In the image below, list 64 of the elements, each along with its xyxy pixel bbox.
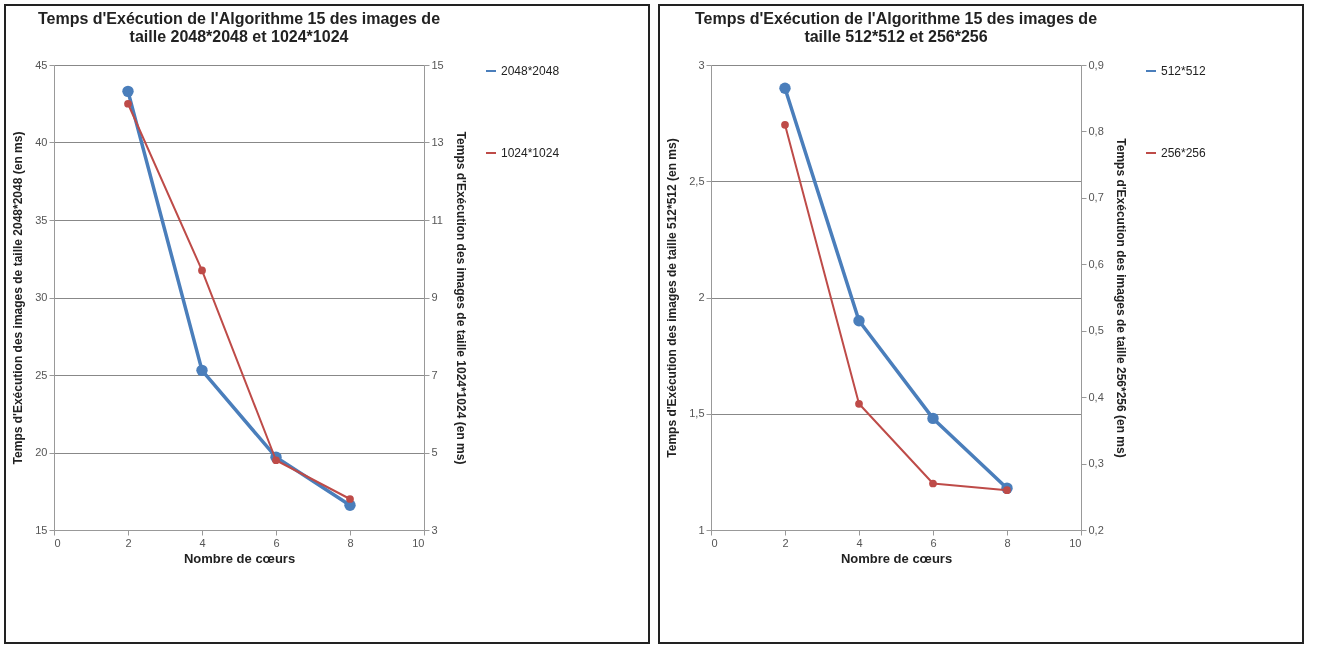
point [272,456,280,465]
legend-label: 256*256 [1161,146,1207,160]
y2-tick-label: 0,3 [1088,457,1104,470]
y-tick-label: 15 [35,523,48,536]
x-tick-label: 8 [347,536,354,549]
y-tick-label: 2,5 [689,174,705,187]
y2-tick-label: 7 [431,368,438,381]
y2-tick-label: 0,2 [1088,523,1104,536]
point [196,364,208,377]
y-tick-label: 45 [35,58,48,71]
y-tick-label: 1 [698,523,705,536]
y-tick-label: 1,5 [689,407,705,420]
y2-tick-label: 15 [431,58,444,71]
point [853,315,865,327]
y2-tick-label: 3 [431,523,438,536]
y2-tick-label: 9 [431,291,438,303]
y-tick-label: 2 [698,291,705,303]
y2-tick-label: 0,7 [1088,191,1104,204]
y-tick-label: 20 [35,446,48,458]
y-tick-label: 25 [35,368,48,381]
y-axis-title: Temps d'Exécution des images de taille 512*512 (en ms) [665,138,680,458]
y2-tick-label: 0,6 [1088,257,1104,270]
legend-label: 1024*1024 [501,146,560,160]
point [346,495,354,503]
x-tick-label: 0 [711,536,718,549]
x-tick-label: 6 [273,536,280,549]
y-tick-label: 30 [35,291,48,303]
x-axis-title: Nombre de cœurs [840,550,953,566]
y2-tick-label: 11 [431,213,443,226]
point [779,82,791,94]
y-tick-label: 3 [698,58,705,71]
x-tick-label: 4 [856,536,863,549]
y2-tick-label: 5 [431,446,438,458]
y2-axis-title: Temps d'Exécution des images de taille 256*256 (en ms) [1113,138,1128,458]
point [781,120,789,129]
x-axis-title: Nombre de cœurs [183,550,296,566]
x-tick-label: 10 [1069,536,1082,549]
y2-tick-label: 0,4 [1088,390,1104,403]
x-tick-label: 10 [412,536,425,549]
point [124,99,132,108]
y2-tick-label: 0,8 [1088,124,1104,137]
y2-tick-label: 0,9 [1088,58,1104,71]
x-tick-label: 2 [125,536,132,549]
y2-axis-title: Temps d'Exécution des images de taille 1024*1024 (en ms) [453,131,468,465]
point [198,266,206,275]
point [122,85,134,98]
y-tick-label: 40 [35,136,48,148]
y2-tick-label: 0,5 [1088,324,1104,337]
y-axis-title: Temps d'Exécution des images de taille 2048*2048 (en ms) [11,131,26,465]
y2-tick-label: 13 [431,136,444,148]
legend-label: 2048*2048 [501,64,560,78]
point [855,399,863,408]
chart-title: Temps d'Exécution de l'Algorithme 15 des images de taille 2048*2048 et 1024*1024 [37,10,441,45]
x-tick-label: 6 [930,536,937,549]
point [929,479,937,488]
x-tick-label: 8 [1004,536,1011,549]
x-tick-label: 0 [54,536,61,549]
legend-label: 512*512 [1161,64,1207,78]
y-tick-label: 35 [35,213,48,226]
x-tick-label: 2 [782,536,789,549]
point [1003,486,1011,495]
x-tick-label: 4 [199,536,206,549]
point [927,412,939,425]
chart-title: Temps d'Exécution de l'Algorithme 15 des images de taille 512*512 et 256*256 [694,10,1098,45]
